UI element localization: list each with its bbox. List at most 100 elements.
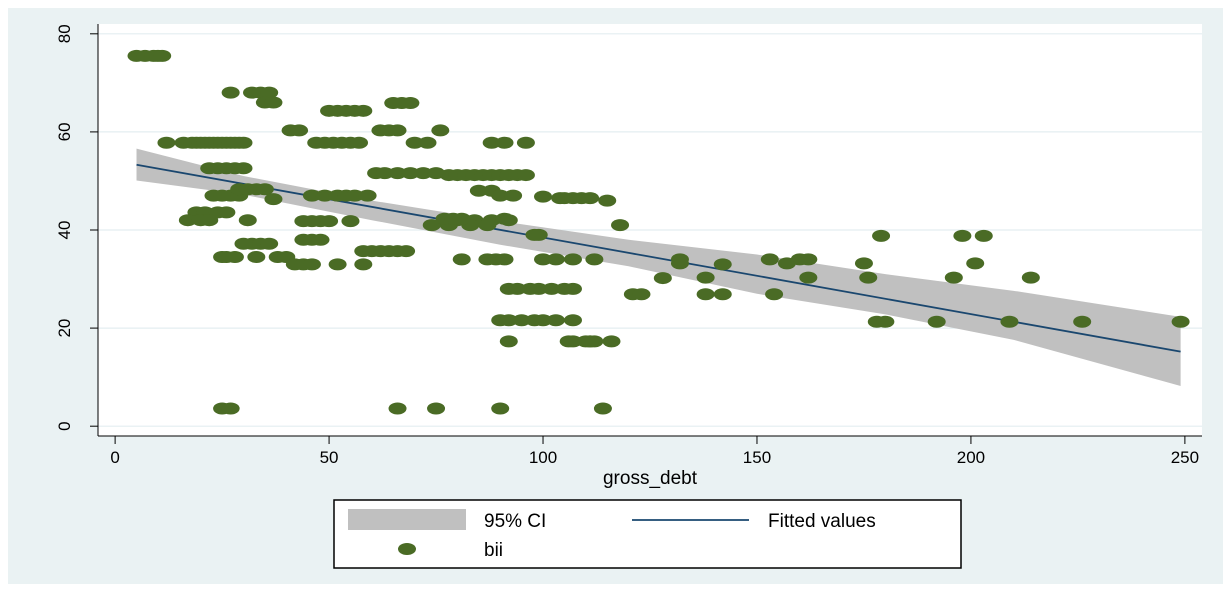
y-axis-ticks: 0 20 40 60 80 [55,24,98,431]
legend-ci-swatch [348,509,466,530]
y-tick-label: 80 [55,24,74,43]
data-point [799,253,818,266]
data-point [1171,315,1190,328]
data-point [217,206,236,219]
x-tick-label: 250 [1171,448,1199,467]
data-point [585,253,604,266]
data-point [354,258,373,271]
data-point [713,288,732,301]
data-point [153,49,172,62]
data-point [302,258,321,271]
data-point [974,229,993,242]
data-point [315,189,334,202]
data-point [388,124,407,137]
data-point [401,167,420,180]
y-tick-label: 0 [55,421,74,430]
data-point [234,136,253,149]
data-point [696,271,715,284]
data-point [482,136,501,149]
data-point [414,167,433,180]
data-point [491,189,510,202]
data-point [529,228,548,241]
data-point [157,136,176,149]
data-point [611,219,630,232]
data-point [341,215,360,228]
data-point [225,250,244,263]
legend-point-swatch [398,543,416,555]
data-point [944,271,963,284]
data-point [328,258,347,271]
data-point [581,335,600,348]
data-point [953,229,972,242]
data-point [260,86,279,99]
data-point [388,167,407,180]
data-point [311,233,330,246]
data-point [491,402,510,415]
data-point [872,229,891,242]
data-point [563,253,582,266]
ci-band-layer [136,148,1181,386]
data-point [765,288,784,301]
data-point [508,282,527,295]
data-point [546,253,565,266]
y-tick-label: 40 [55,221,74,240]
legend-fit-label: Fitted values [768,511,876,532]
data-point [264,96,283,109]
data-point [469,184,488,197]
data-point [221,86,240,99]
data-point [854,257,873,270]
data-point [350,136,369,149]
x-tick-label: 200 [957,448,985,467]
data-point [563,314,582,327]
data-point [427,402,446,415]
data-point [264,193,283,206]
data-point [966,257,985,270]
data-point [876,315,895,328]
data-point [1021,271,1040,284]
data-point [388,402,407,415]
data-point [397,245,416,258]
data-point [581,192,600,205]
legend-ci-label: 95% CI [484,511,546,532]
data-point [927,315,946,328]
data-point [499,214,518,227]
data-point [290,124,309,137]
x-tick-label: 0 [110,448,119,467]
data-point [516,136,535,149]
data-point [320,215,339,228]
data-point [452,212,471,225]
data-point [602,335,621,348]
x-axis-title: gross_debt [603,468,698,489]
data-point [529,282,548,295]
data-point [401,96,420,109]
data-point [495,136,514,149]
data-point [495,253,514,266]
data-point [238,214,257,227]
x-tick-label: 150 [743,448,771,467]
data-point [563,282,582,295]
data-point [598,194,617,207]
data-point [534,253,553,266]
data-point [760,253,779,266]
data-point [431,124,450,137]
data-point [516,169,535,182]
data-point [696,288,715,301]
data-point [499,314,518,327]
x-tick-label: 100 [529,448,557,467]
ci-band [136,148,1181,386]
data-point [542,282,561,295]
data-point [213,250,232,263]
data-point [559,335,578,348]
data-point [593,402,612,415]
data-point [534,314,553,327]
data-point [799,271,818,284]
data-point [418,136,437,149]
scatter-points [127,49,1190,415]
data-point [255,183,274,196]
gridlines [98,33,1202,427]
data-point [405,136,424,149]
data-point [499,335,518,348]
data-point [1073,315,1092,328]
data-point [234,237,253,250]
